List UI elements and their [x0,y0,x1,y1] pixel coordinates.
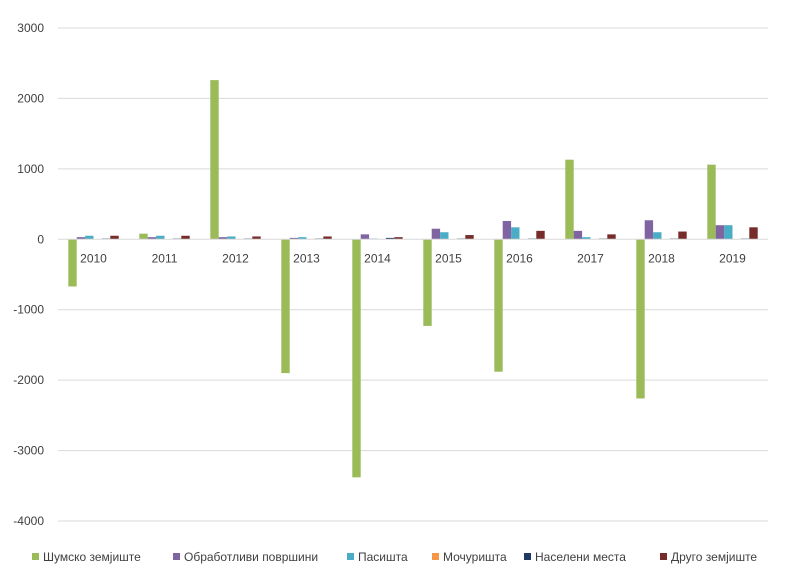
legend-label: Шумско земјиште [43,550,141,564]
bar [85,235,94,240]
legend-swatch [432,553,439,560]
legend-swatch [524,553,531,560]
bar [644,220,654,240]
legend-swatch [173,553,180,560]
bar [607,234,616,240]
bar [181,235,190,240]
legend-swatch [347,553,354,560]
y-axis-tick-labels: 3000 2000 1000 0 -1000 -2000 -3000 -4000 [13,21,44,528]
bar [536,230,545,240]
bar [431,228,441,240]
legend-label: Друго земјиште [671,550,757,564]
bar [298,237,307,240]
bar [385,237,395,240]
bar [573,230,583,240]
bar [749,227,758,240]
y-tick-label: -2000 [13,373,44,387]
bar [110,235,119,240]
y-tick-label: -4000 [13,514,44,528]
y-tick-label: -3000 [13,444,44,458]
legend: Шумско земјиште Обработливи површини Пасиш… [32,550,757,564]
bar [156,235,165,240]
bar [707,164,716,240]
legend-label: Обработливи површини [184,550,318,564]
bar [76,237,86,240]
bar [227,236,236,240]
category-label: 2017 [577,251,604,265]
bar [582,237,591,240]
bar [352,239,361,478]
bar [678,231,687,240]
y-tick-label: 1000 [17,162,44,176]
category-label: 2015 [435,251,462,265]
bar [139,233,148,240]
category-label: 2013 [293,251,320,265]
category-label: 2012 [222,251,249,265]
bar [210,80,219,240]
legend-label: Мочуришта [443,550,507,564]
bar [636,239,645,399]
bar [465,235,474,240]
bar [360,234,370,240]
y-tick-label: 3000 [17,21,44,35]
category-label: 2016 [506,251,533,265]
bar [440,232,449,240]
bar [289,237,299,240]
legend-label: Пасишта [358,550,408,564]
bar [511,227,520,240]
bar [715,225,725,240]
category-label: 2019 [719,251,746,265]
bars [68,80,758,478]
category-label: 2018 [648,251,675,265]
bar [494,239,503,372]
legend-swatch [660,553,667,560]
legend-label: Населени места [535,550,626,564]
bar [218,237,228,240]
category-label: 2011 [152,251,178,265]
bar [394,237,403,240]
legend-swatch [32,553,39,560]
bar [423,239,432,326]
bar [68,239,77,287]
category-label: 2014 [364,251,391,265]
bar [502,220,512,240]
y-tick-label: 2000 [17,91,44,105]
category-label: 2010 [80,251,107,265]
bar [252,236,261,240]
category-labels: 2010 2011 2012 2013 2014 2015 2016 2017 2018 2019 [80,251,746,265]
bar [653,232,662,240]
bar [724,225,733,240]
y-tick-label: 0 [37,232,44,246]
bar [281,239,290,374]
bar [147,237,157,240]
y-tick-label: -1000 [13,303,44,317]
bar [323,236,332,240]
gridlines [58,27,768,522]
bar [565,159,574,240]
